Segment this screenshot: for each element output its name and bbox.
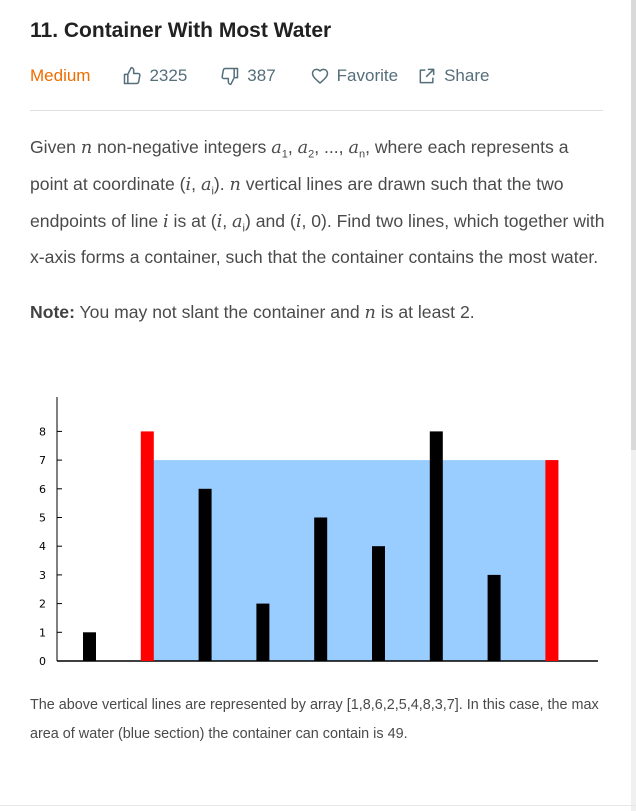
header-divider	[30, 110, 603, 111]
desc-text: is at (	[169, 211, 217, 231]
y-tick-label: 8	[39, 425, 46, 438]
y-tick-label: 1	[39, 626, 46, 639]
container-chart: 0 1 2 3 4 5 6 7 8	[0, 385, 636, 675]
desc-text: ).	[214, 174, 230, 194]
height-bar	[83, 632, 96, 661]
var-i: i	[217, 212, 223, 232]
desc-text: non-negative integers	[92, 137, 271, 157]
desc-text: ) and (	[245, 211, 296, 231]
container-wall-bar	[141, 431, 154, 661]
desc-text: Given	[30, 137, 76, 157]
y-tick-label: 2	[39, 598, 46, 611]
chart-caption: The above vertical lines are represented…	[30, 691, 605, 749]
favorite-button[interactable]: Favorite	[310, 66, 398, 86]
height-bar	[314, 518, 327, 662]
y-tick-label: 6	[39, 483, 46, 496]
note-text: is at least 2.	[376, 302, 475, 322]
dislike-button[interactable]: 387	[220, 66, 275, 86]
thumbs-up-icon	[122, 66, 142, 86]
note-label: Note:	[30, 302, 75, 322]
var-a: a	[348, 138, 359, 158]
problem-note: Note: You may not slant the container an…	[30, 298, 605, 328]
y-tick-label: 3	[39, 569, 46, 582]
var-a: a	[298, 138, 309, 158]
container-wall-bar	[545, 460, 558, 661]
share-icon	[417, 66, 437, 86]
var-n: n	[81, 138, 92, 158]
desc-text: , ...,	[314, 137, 348, 157]
thumbs-down-icon	[220, 66, 240, 86]
var-a: a	[271, 138, 282, 158]
height-bar	[256, 604, 269, 661]
var-n: n	[365, 303, 376, 323]
var-n: n	[230, 175, 241, 195]
height-bar	[488, 575, 501, 661]
scrollbar-thumb[interactable]	[631, 0, 636, 450]
problem-description: Given n non-negative integers a1, a2, ..…	[30, 133, 605, 273]
subscript: 1	[282, 149, 288, 161]
container-chart-svg: 0 1 2 3 4 5 6 7 8	[0, 385, 636, 675]
note-text: You may not slant the container and	[75, 302, 365, 322]
var-a: a	[232, 212, 243, 232]
height-bar	[372, 546, 385, 661]
difficulty-badge: Medium	[30, 66, 90, 86]
share-button[interactable]: Share	[417, 66, 489, 86]
y-tick-label: 0	[39, 655, 46, 668]
heart-icon	[310, 66, 330, 86]
var-i: i	[186, 175, 192, 195]
dislike-count: 387	[247, 66, 275, 86]
y-tick-label: 5	[39, 512, 46, 525]
y-tick-label: 7	[39, 454, 46, 467]
bottom-divider	[0, 805, 636, 806]
like-count: 2325	[149, 66, 187, 86]
y-tick-label: 4	[39, 540, 46, 553]
var-a: a	[201, 175, 212, 195]
problem-meta-bar: Medium 2325 387 Favorite Sh	[30, 62, 489, 90]
share-label: Share	[444, 66, 489, 86]
height-bar	[430, 431, 443, 661]
favorite-label: Favorite	[337, 66, 398, 86]
like-button[interactable]: 2325	[122, 66, 187, 86]
height-bar	[199, 489, 212, 661]
problem-title: 11. Container With Most Water	[30, 19, 331, 43]
